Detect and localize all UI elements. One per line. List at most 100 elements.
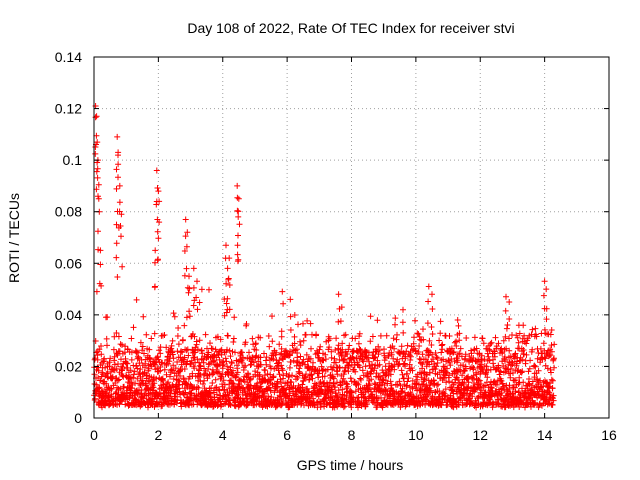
data-point bbox=[119, 364, 126, 370]
data-point bbox=[257, 334, 264, 341]
data-point bbox=[186, 308, 193, 315]
data-point bbox=[179, 336, 186, 343]
data-point bbox=[137, 373, 144, 380]
data-point bbox=[240, 355, 246, 362]
data-point bbox=[399, 385, 406, 392]
data-point bbox=[239, 349, 245, 356]
data-point bbox=[154, 228, 161, 235]
data-point bbox=[206, 286, 212, 293]
data-point bbox=[412, 317, 418, 324]
data-point bbox=[163, 344, 170, 351]
data-point bbox=[266, 343, 273, 350]
y-tick-label: 0.1 bbox=[63, 152, 83, 168]
data-point bbox=[297, 342, 304, 349]
data-point bbox=[113, 254, 120, 261]
data-point bbox=[300, 356, 307, 363]
data-point bbox=[291, 312, 298, 318]
data-point bbox=[438, 349, 445, 356]
data-point bbox=[137, 366, 144, 373]
data-point bbox=[113, 240, 120, 247]
data-point bbox=[515, 339, 522, 346]
data-point bbox=[374, 317, 381, 324]
data-point bbox=[543, 286, 550, 293]
data-point bbox=[270, 373, 277, 380]
data-point bbox=[294, 374, 301, 381]
data-point bbox=[269, 338, 276, 345]
data-point bbox=[130, 374, 137, 381]
data-point bbox=[269, 313, 275, 320]
data-point bbox=[165, 379, 172, 386]
data-point bbox=[190, 265, 197, 272]
data-point bbox=[400, 329, 407, 336]
data-point bbox=[306, 376, 313, 383]
data-point bbox=[139, 377, 146, 384]
data-point bbox=[309, 375, 316, 382]
data-point bbox=[316, 346, 323, 353]
data-point bbox=[437, 318, 444, 325]
data-point bbox=[356, 346, 363, 352]
data-point bbox=[419, 351, 426, 358]
data-point bbox=[209, 366, 216, 373]
data-point bbox=[405, 375, 412, 382]
data-point bbox=[182, 216, 189, 223]
data-point bbox=[185, 352, 192, 359]
data-point bbox=[384, 380, 391, 387]
data-point bbox=[404, 378, 411, 385]
data-point bbox=[425, 283, 432, 290]
x-axis-label: GPS time / hours bbox=[297, 457, 404, 473]
data-point bbox=[479, 335, 486, 342]
data-point bbox=[428, 324, 435, 330]
data-point bbox=[226, 347, 233, 354]
data-point bbox=[540, 292, 547, 299]
data-point bbox=[133, 348, 140, 355]
data-point bbox=[317, 343, 324, 350]
data-point bbox=[398, 367, 405, 374]
data-point bbox=[224, 363, 231, 370]
data-point bbox=[261, 350, 267, 357]
data-point bbox=[386, 368, 393, 374]
data-point bbox=[388, 351, 395, 358]
data-point bbox=[201, 377, 208, 384]
data-point bbox=[256, 373, 263, 380]
data-point bbox=[184, 358, 191, 365]
data-point bbox=[506, 299, 513, 305]
data-point bbox=[250, 359, 257, 366]
y-tick-label: 0.12 bbox=[55, 101, 82, 117]
data-point bbox=[235, 208, 242, 215]
x-tick-label: 2 bbox=[154, 427, 162, 443]
data-point bbox=[107, 355, 114, 362]
data-point bbox=[197, 362, 203, 369]
data-point bbox=[265, 333, 272, 339]
data-point bbox=[430, 356, 437, 363]
data-point bbox=[326, 379, 333, 386]
data-point bbox=[355, 340, 362, 347]
data-point bbox=[400, 306, 406, 313]
data-point bbox=[303, 371, 309, 378]
data-point bbox=[302, 361, 308, 368]
data-point bbox=[136, 360, 143, 367]
data-point bbox=[396, 378, 403, 385]
data-point bbox=[234, 194, 241, 201]
data-point bbox=[308, 345, 314, 352]
data-point bbox=[407, 357, 414, 363]
data-point bbox=[104, 370, 111, 377]
data-point bbox=[94, 364, 101, 371]
data-point bbox=[133, 296, 140, 303]
data-point bbox=[235, 232, 241, 239]
data-point bbox=[315, 370, 322, 377]
data-point bbox=[414, 330, 421, 337]
data-point bbox=[412, 347, 419, 354]
data-point bbox=[167, 373, 173, 380]
x-tick-label: 4 bbox=[219, 427, 227, 443]
data-point bbox=[211, 394, 218, 401]
data-point bbox=[347, 375, 354, 382]
data-point bbox=[345, 346, 352, 353]
y-tick-label: 0.08 bbox=[55, 204, 82, 220]
data-point bbox=[212, 376, 219, 383]
data-point bbox=[409, 385, 416, 392]
data-point bbox=[399, 319, 406, 326]
data-point bbox=[345, 368, 352, 375]
data-point bbox=[190, 354, 197, 361]
data-point bbox=[345, 363, 352, 369]
data-point bbox=[352, 368, 359, 375]
